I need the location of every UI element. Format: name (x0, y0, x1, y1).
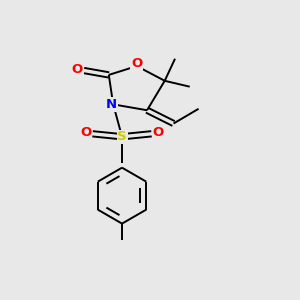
Text: N: N (106, 98, 117, 111)
Text: O: O (72, 62, 83, 76)
Text: O: O (131, 57, 142, 70)
Text: S: S (117, 130, 127, 143)
Text: O: O (80, 126, 92, 139)
Text: O: O (152, 126, 164, 139)
